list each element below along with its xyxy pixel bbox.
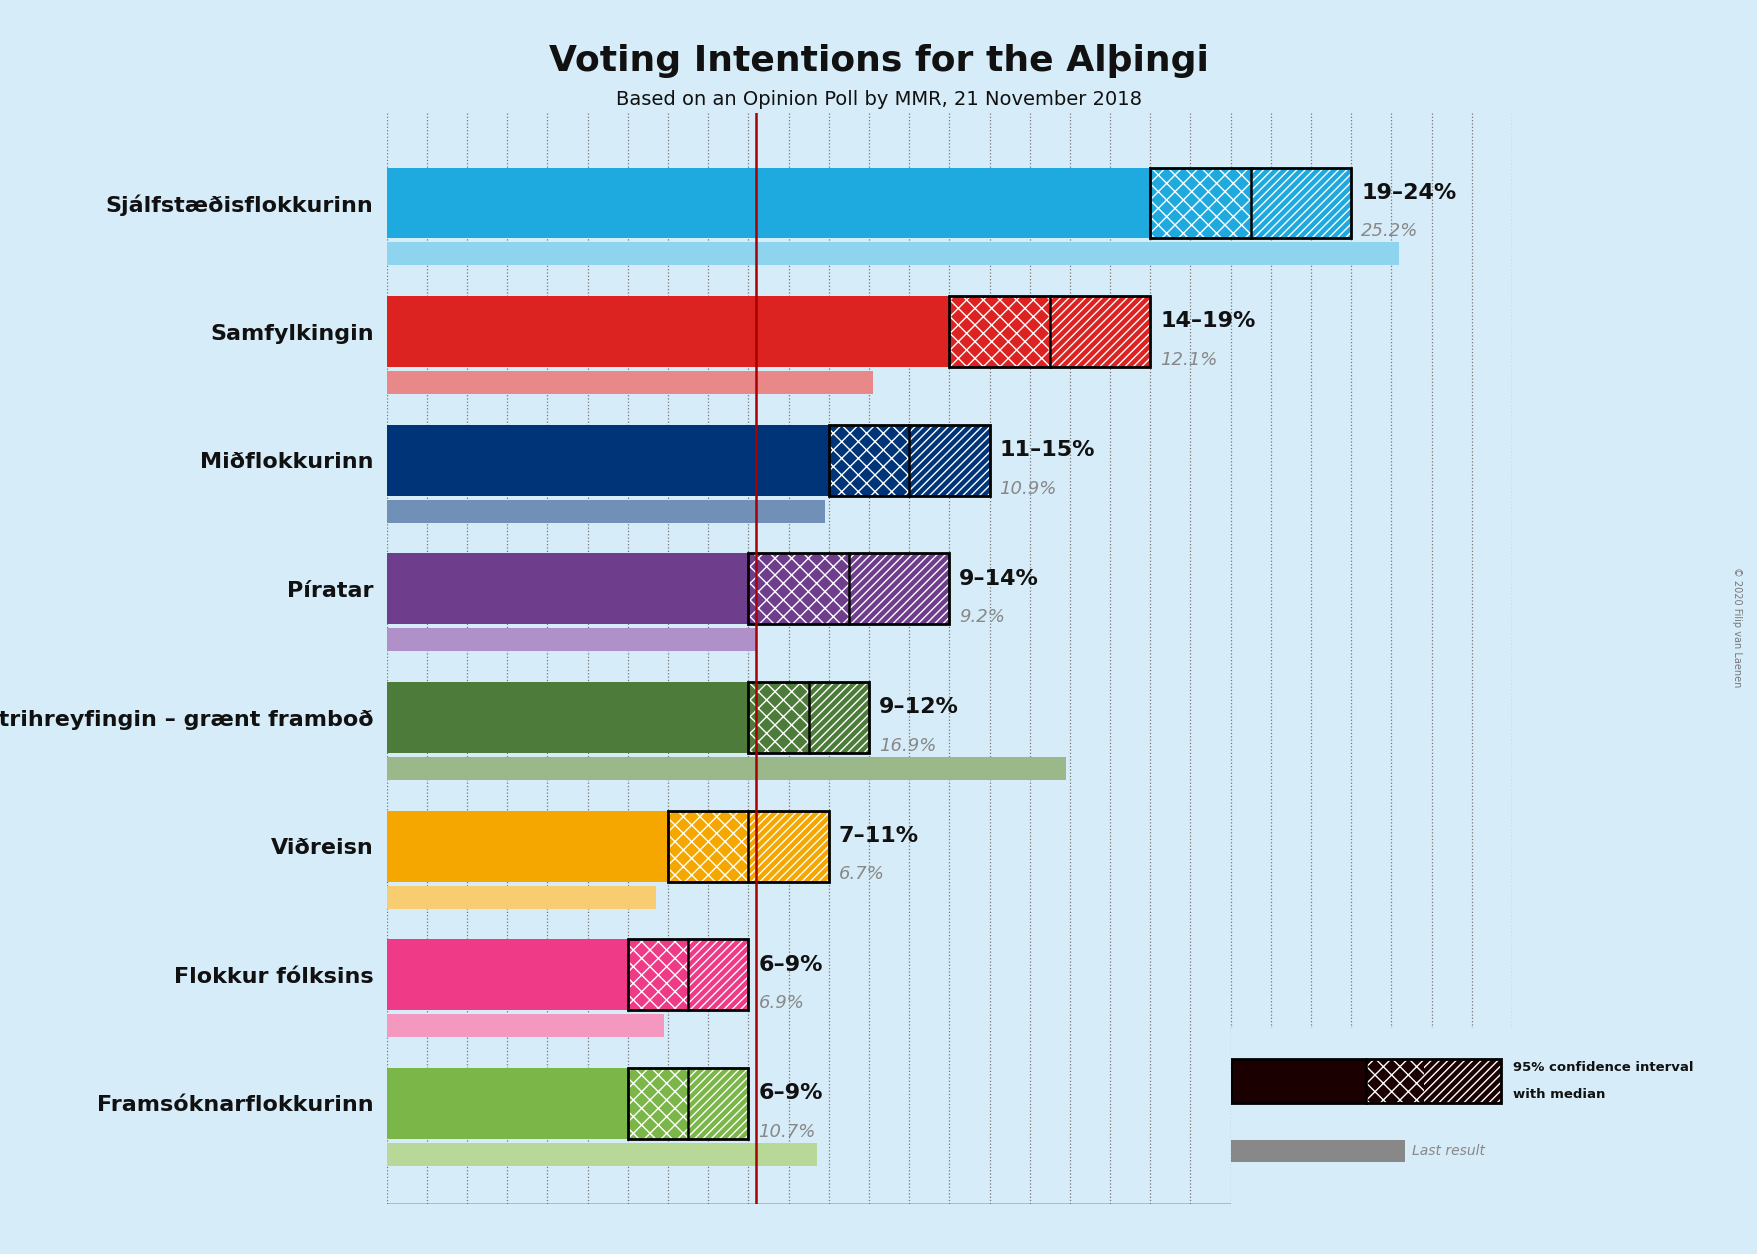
Bar — [627, 1068, 748, 1139]
Bar — [1230, 1140, 1404, 1162]
Bar — [387, 1142, 817, 1166]
Bar — [687, 939, 748, 1011]
Text: 6–9%: 6–9% — [757, 1083, 822, 1104]
Text: 6.7%: 6.7% — [838, 865, 884, 884]
Text: 11–15%: 11–15% — [1000, 440, 1095, 460]
Text: 6.9%: 6.9% — [757, 994, 805, 1012]
Bar — [1149, 168, 1249, 238]
Bar — [748, 553, 849, 624]
Bar — [849, 553, 949, 624]
Bar — [387, 628, 756, 651]
Text: 6–9%: 6–9% — [757, 954, 822, 974]
Bar — [387, 682, 748, 752]
Bar — [1365, 1058, 1423, 1104]
Text: 19–24%: 19–24% — [1360, 183, 1455, 203]
Text: 10.7%: 10.7% — [757, 1122, 815, 1141]
Bar — [748, 682, 868, 752]
Bar — [387, 242, 1399, 266]
Bar — [1049, 296, 1149, 367]
Bar — [748, 682, 808, 752]
Bar — [387, 757, 1065, 780]
Text: Voting Intentions for the Alþingi: Voting Intentions for the Alþingi — [548, 44, 1209, 78]
Bar — [748, 553, 949, 624]
Bar — [627, 939, 687, 1011]
Bar — [387, 371, 873, 394]
Text: 95% confidence interval: 95% confidence interval — [1513, 1061, 1692, 1075]
Text: 10.9%: 10.9% — [1000, 479, 1056, 498]
Bar — [828, 425, 989, 495]
Text: 16.9%: 16.9% — [878, 737, 936, 755]
Text: © 2020 Filip van Laenen: © 2020 Filip van Laenen — [1731, 567, 1741, 687]
Bar — [387, 499, 824, 523]
Text: 9–14%: 9–14% — [959, 568, 1038, 588]
Bar — [828, 425, 908, 495]
Bar — [387, 1014, 664, 1037]
Text: 12.1%: 12.1% — [1160, 351, 1218, 369]
Bar — [387, 811, 668, 882]
Bar — [687, 1068, 748, 1139]
Bar — [387, 553, 748, 624]
Bar — [949, 296, 1049, 367]
Bar — [1230, 1058, 1365, 1104]
Bar — [748, 811, 828, 882]
Text: 9.2%: 9.2% — [959, 608, 1005, 626]
Text: Last result: Last result — [1411, 1144, 1485, 1159]
Text: 25.2%: 25.2% — [1360, 222, 1418, 241]
Text: with median: with median — [1513, 1087, 1604, 1101]
Bar — [387, 1068, 627, 1139]
Bar — [668, 811, 828, 882]
Bar — [387, 296, 949, 367]
Bar — [1230, 1058, 1500, 1104]
Text: Based on an Opinion Poll by MMR, 21 November 2018: Based on an Opinion Poll by MMR, 21 Nove… — [615, 90, 1142, 109]
Bar — [1423, 1058, 1500, 1104]
Bar — [627, 939, 748, 1011]
Bar — [949, 296, 1149, 367]
Text: 7–11%: 7–11% — [838, 826, 919, 846]
Bar — [1249, 168, 1351, 238]
Bar — [387, 168, 1149, 238]
Bar — [627, 1068, 687, 1139]
Bar — [668, 811, 748, 882]
Bar — [1149, 168, 1351, 238]
Bar — [387, 885, 655, 909]
Bar — [908, 425, 989, 495]
Bar — [387, 425, 828, 495]
Bar — [808, 682, 868, 752]
Text: 9–12%: 9–12% — [878, 697, 958, 717]
Text: 14–19%: 14–19% — [1160, 311, 1254, 331]
Bar — [387, 939, 627, 1011]
